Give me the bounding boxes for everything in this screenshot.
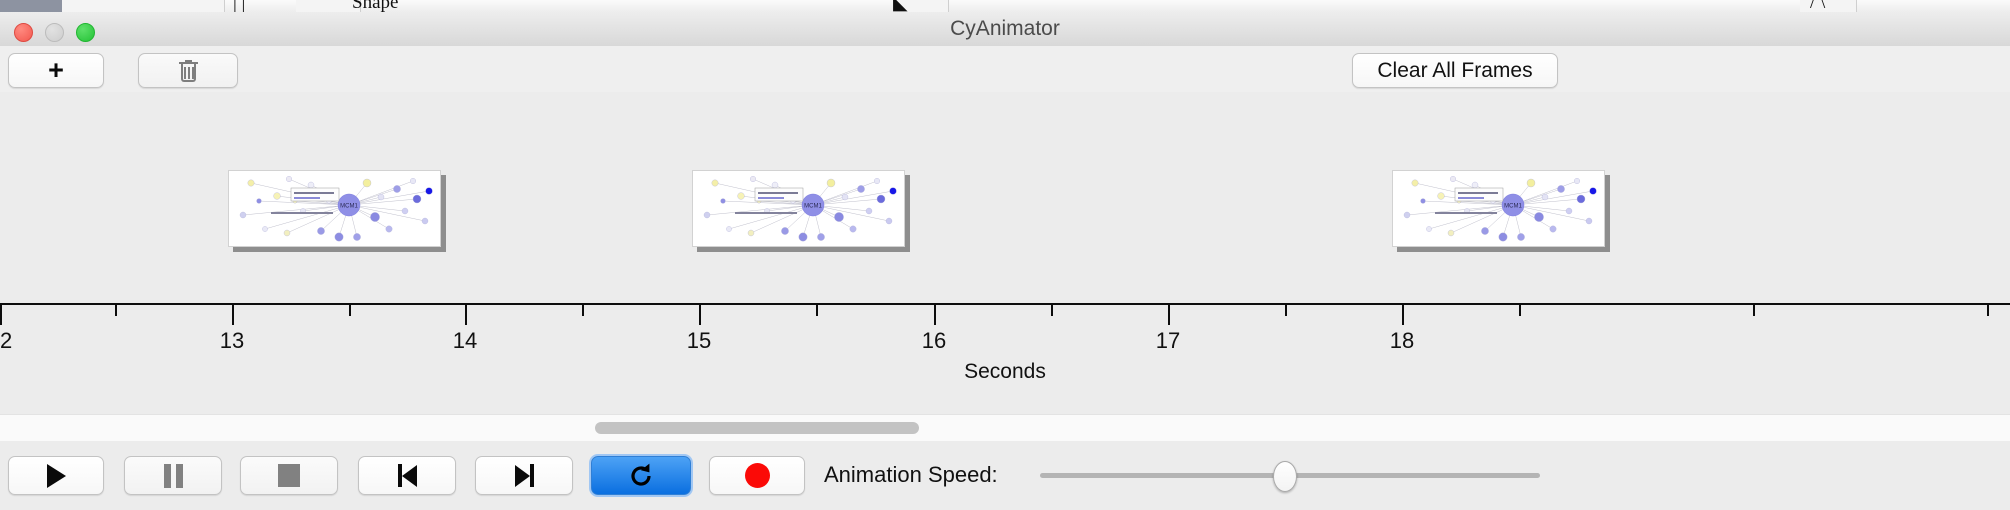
background-clipped-label: Shape <box>352 0 399 13</box>
clear-all-frames-label: Clear All Frames <box>1377 58 1533 82</box>
play-icon <box>46 463 66 488</box>
axis-tick-minor <box>582 305 584 316</box>
background-tab <box>1800 0 1857 12</box>
axis-tick-minor <box>1987 305 1989 316</box>
axis-title: Seconds <box>964 360 1046 383</box>
frame-network-preview: MCM1 <box>228 170 441 247</box>
background-clipped-glyph: ◣ <box>893 0 908 13</box>
background-tab <box>180 0 225 12</box>
background-window-strip: | | Shape ◣ / \ <box>0 0 2010 13</box>
frame-network-preview: MCM1 <box>1392 170 1605 247</box>
axis-tick-minor <box>349 305 351 316</box>
loop-icon <box>631 463 651 486</box>
maximize-button[interactable] <box>76 23 95 42</box>
axis-tick-major <box>699 305 701 325</box>
background-tab-selected <box>0 0 63 12</box>
play-button[interactable] <box>8 456 104 495</box>
axis-tick-minor <box>816 305 818 316</box>
svg-text:MCM1: MCM1 <box>1504 203 1522 209</box>
axis-tick-minor <box>1285 305 1287 316</box>
frame-network-preview: MCM1 <box>692 170 905 247</box>
trash-icon <box>178 59 198 82</box>
axis-tick-major <box>0 305 2 325</box>
previous-frame-button[interactable] <box>358 456 456 495</box>
clear-all-frames-button[interactable]: Clear All Frames <box>1352 53 1558 88</box>
pause-icon <box>163 463 183 488</box>
background-tab <box>900 0 949 12</box>
plus-icon: + <box>48 55 64 85</box>
axis-tick-major <box>1168 305 1170 325</box>
animation-speed-label: Animation Speed: <box>824 462 998 487</box>
skip-forward-icon <box>514 464 534 487</box>
axis-tick-label: 15 <box>686 328 712 353</box>
svg-text:MCM1: MCM1 <box>804 203 822 209</box>
toolbar: + Clear All Frames <box>0 46 2010 93</box>
background-tab <box>296 0 361 12</box>
svg-text:MCM1: MCM1 <box>340 203 358 209</box>
stop-icon <box>278 464 300 487</box>
axis-tick-major <box>465 305 467 325</box>
record-icon <box>744 463 770 488</box>
loop-button[interactable] <box>591 456 691 495</box>
axis-tick-minor <box>115 305 117 316</box>
background-clipped-glyph: / \ <box>1810 0 1826 13</box>
axis-tick-label: 13 <box>219 328 245 353</box>
pause-button[interactable] <box>124 456 222 495</box>
background-tab <box>62 0 181 12</box>
axis-tick-label: 17 <box>1155 328 1181 353</box>
minimize-button[interactable] <box>45 23 64 42</box>
add-frame-button[interactable]: + <box>8 53 104 88</box>
frame-thumbnail[interactable]: MCM1 <box>1392 170 1610 252</box>
axis-tick-major <box>1402 305 1404 325</box>
delete-frame-button[interactable] <box>138 53 238 88</box>
timeline-panel[interactable]: MCM1 MCM1 MCM1 12 13 14 15 16 17 18 Seconds <box>0 92 2010 414</box>
axis-tick-minor <box>1753 305 1755 316</box>
slider-thumb[interactable] <box>1273 461 1297 492</box>
stop-button[interactable] <box>240 456 338 495</box>
close-button[interactable] <box>14 23 33 42</box>
axis-tick-label: 18 <box>1389 328 1415 353</box>
axis-tick-label: 12 <box>0 328 13 353</box>
scrollbar-thumb[interactable] <box>595 422 919 434</box>
background-clipped-glyph: | | <box>233 0 246 13</box>
window-title: CyAnimator <box>950 17 1060 40</box>
axis-tick-label: 16 <box>921 328 947 353</box>
animation-speed-slider[interactable] <box>1040 461 1540 492</box>
axis-tick-major <box>232 305 234 325</box>
title-bar[interactable]: CyAnimator <box>0 12 2010 47</box>
timeline-scrollbar[interactable] <box>0 414 2010 442</box>
transport-bar: Animation Speed: <box>0 441 2010 510</box>
axis-tick-minor <box>1051 305 1053 316</box>
skip-back-icon <box>397 464 417 487</box>
next-frame-button[interactable] <box>475 456 573 495</box>
axis-tick-major <box>934 305 936 325</box>
axis-tick-label: 14 <box>452 328 478 353</box>
record-button[interactable] <box>709 456 805 495</box>
timeline-axis <box>0 303 2010 305</box>
frame-thumbnail[interactable]: MCM1 <box>692 170 910 252</box>
frame-thumbnail[interactable]: MCM1 <box>228 170 446 252</box>
axis-tick-minor <box>1519 305 1521 316</box>
